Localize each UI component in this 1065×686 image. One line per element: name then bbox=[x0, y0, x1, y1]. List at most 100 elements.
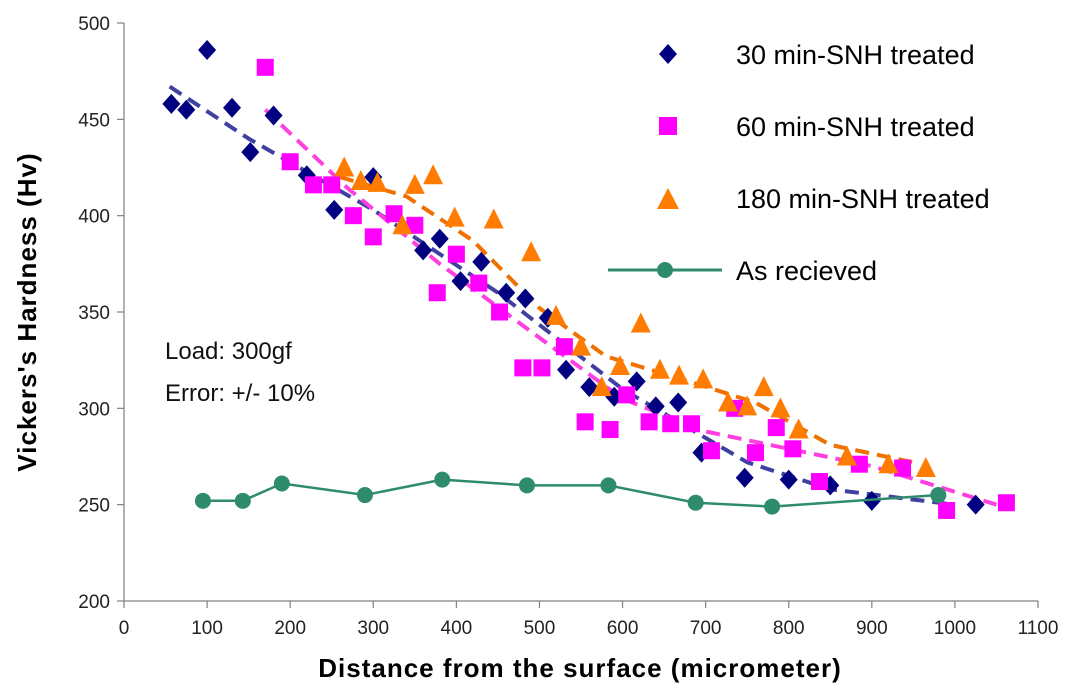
legend-item-60min: 60 min-SNH treated bbox=[659, 112, 975, 142]
data-point-triangle bbox=[753, 376, 774, 397]
x-tick-label: 600 bbox=[607, 618, 639, 639]
annotation-error: Error: +/- 10% bbox=[165, 380, 315, 407]
legend-label-as-received: As recieved bbox=[736, 256, 877, 286]
data-point-circle bbox=[194, 492, 211, 509]
legend-marker-diamond bbox=[659, 44, 677, 64]
data-point-triangle bbox=[669, 364, 690, 385]
series-line-as-received bbox=[202, 478, 939, 508]
data-point-triangle bbox=[404, 173, 425, 194]
data-point-square bbox=[767, 419, 785, 437]
data-point-square bbox=[938, 501, 956, 519]
annotation-load: Load: 300gf bbox=[165, 338, 292, 365]
data-point-circle bbox=[600, 477, 617, 494]
data-point-square bbox=[662, 415, 680, 433]
series-1 bbox=[256, 58, 1015, 519]
data-point-square bbox=[810, 473, 828, 491]
data-point-diamond bbox=[162, 93, 181, 114]
trend-line-series-2 bbox=[339, 175, 914, 465]
y-tick-label: 250 bbox=[78, 496, 110, 517]
y-axis-title: Vickers's Hardness (Hv) bbox=[12, 152, 42, 471]
data-point-triangle bbox=[350, 169, 371, 190]
data-point-triangle bbox=[770, 397, 791, 418]
data-point-triangle bbox=[571, 335, 591, 356]
data-point-square bbox=[555, 338, 573, 356]
data-point-square bbox=[514, 359, 532, 377]
data-point-circle bbox=[764, 498, 781, 515]
data-point-triangle bbox=[591, 376, 612, 397]
data-point-square bbox=[640, 413, 658, 431]
data-point-square bbox=[576, 413, 594, 431]
data-point-triangle bbox=[483, 208, 504, 229]
x-tick-label: 800 bbox=[773, 618, 805, 639]
data-point-diamond bbox=[414, 240, 433, 261]
data-point-triangle bbox=[878, 453, 899, 474]
data-point-diamond bbox=[451, 271, 470, 292]
data-point-triangle bbox=[367, 171, 388, 192]
legend-label-60min: 60 min-SNH treated bbox=[736, 112, 975, 142]
data-point-square bbox=[683, 415, 701, 433]
data-point-square bbox=[385, 205, 403, 223]
x-tick-label: 1100 bbox=[1018, 618, 1059, 639]
data-point-triangle bbox=[693, 368, 714, 389]
data-point-circle bbox=[687, 494, 704, 511]
x-tick-label: 0 bbox=[119, 618, 130, 639]
data-point-square bbox=[470, 274, 488, 292]
data-point-diamond bbox=[646, 396, 665, 417]
legend-item-30min: 30 min-SNH treated bbox=[659, 40, 975, 70]
data-point-square bbox=[894, 459, 912, 477]
data-point-triangle bbox=[915, 457, 936, 478]
data-point-circle bbox=[434, 471, 451, 488]
legend-marker-square bbox=[659, 117, 677, 135]
legend-label-180min: 180 min-SNH treated bbox=[736, 184, 990, 214]
data-point-triangle bbox=[392, 214, 413, 235]
data-point-square bbox=[618, 386, 636, 404]
data-point-triangle bbox=[788, 418, 809, 439]
legend: 30 min-SNH treated 60 min-SNH treated 18… bbox=[608, 40, 990, 286]
series-2 bbox=[334, 156, 936, 478]
data-point-square bbox=[281, 153, 299, 171]
x-tick-label: 400 bbox=[441, 618, 473, 639]
data-point-diamond bbox=[430, 228, 449, 249]
data-point-square bbox=[447, 245, 465, 263]
data-point-diamond bbox=[241, 142, 260, 163]
data-point-diamond bbox=[557, 359, 576, 380]
series-3 bbox=[194, 471, 947, 515]
data-point-diamond bbox=[516, 288, 535, 309]
x-tick-label: 300 bbox=[357, 618, 389, 639]
trend-lines bbox=[168, 84, 998, 507]
data-point-square bbox=[304, 176, 322, 194]
data-point-circle bbox=[273, 475, 290, 492]
data-point-square bbox=[256, 58, 274, 76]
x-tick-label: 1000 bbox=[934, 618, 976, 639]
data-point-square bbox=[406, 216, 424, 234]
x-tick-label: 900 bbox=[856, 618, 888, 639]
y-tick-label: 400 bbox=[78, 207, 110, 228]
x-tick-label: 700 bbox=[690, 618, 722, 639]
legend-item-180min: 180 min-SNH treated bbox=[657, 184, 990, 214]
data-point-square bbox=[784, 440, 802, 458]
data-point-triangle bbox=[737, 395, 758, 416]
y-tick-label: 450 bbox=[78, 110, 110, 131]
data-point-diamond bbox=[264, 105, 283, 126]
axes: 0 100 200 300 400 500 600 700 800 900 1000 1100 200 2… bbox=[78, 14, 1058, 639]
data-point-square bbox=[997, 494, 1015, 512]
data-point-square bbox=[746, 444, 764, 462]
data-point-triangle bbox=[521, 241, 542, 262]
trend-line-series-0 bbox=[168, 84, 956, 507]
data-point-diamond bbox=[669, 392, 688, 413]
data-point-diamond bbox=[325, 199, 344, 220]
data-point-square bbox=[850, 455, 868, 473]
legend-label-30min: 30 min-SNH treated bbox=[736, 40, 975, 70]
data-point-circle bbox=[930, 487, 947, 504]
data-point-triangle bbox=[423, 164, 444, 185]
data-point-diamond bbox=[497, 282, 516, 303]
y-tick-label: 350 bbox=[78, 303, 110, 324]
data-point-triangle bbox=[444, 206, 465, 227]
y-tick-label: 300 bbox=[78, 399, 110, 420]
y-tick-label: 200 bbox=[78, 592, 110, 613]
data-point-square bbox=[533, 359, 551, 377]
data-point-circle bbox=[518, 477, 535, 494]
data-marks bbox=[162, 39, 1015, 519]
data-point-square bbox=[601, 421, 619, 439]
